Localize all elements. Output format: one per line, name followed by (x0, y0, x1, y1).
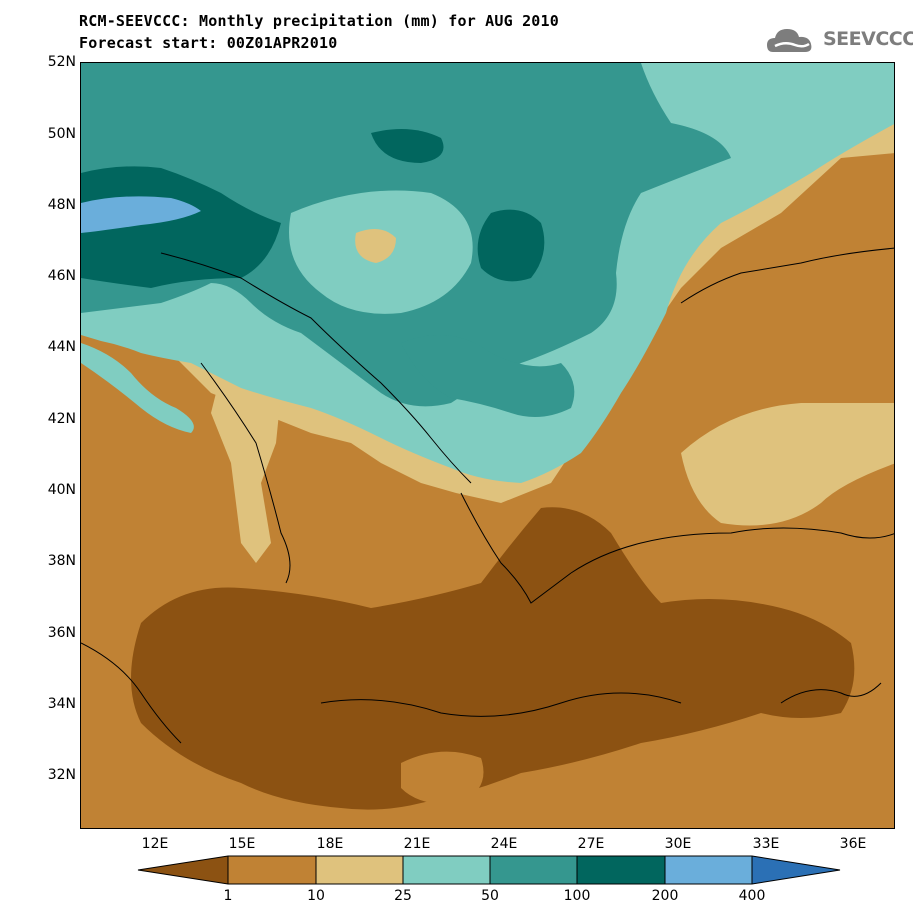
lat-label-42n: 42N (47, 411, 76, 427)
lat-label-34n: 34N (47, 696, 76, 712)
cloud-logo-icon (767, 29, 812, 52)
lon-label-24e: 24E (490, 836, 518, 852)
colorbar-tick-400: 400 (738, 888, 766, 904)
lon-label-33e: 33E (752, 836, 780, 852)
forecast-start-subtitle: Forecast start: 00Z01APR2010 (79, 34, 338, 52)
colorbar-tick-100: 100 (563, 888, 591, 904)
colorbar-tick-200: 200 (651, 888, 679, 904)
precip-zone-lt1 (131, 507, 855, 810)
precip-zone-25-50-coast (81, 343, 194, 433)
map-title: RCM-SEEVCCC: Monthly precipitation (mm) … (79, 12, 559, 30)
lat-label-38n: 38N (47, 553, 76, 569)
lat-label-40n: 40N (47, 482, 76, 498)
map-canvas (81, 63, 894, 828)
colorbar-segment-lt1 (138, 856, 228, 884)
precip-zone-100-200-carpathian (477, 209, 545, 282)
lat-label-48n: 48N (47, 197, 76, 213)
precip-zone-200-400 (81, 196, 201, 233)
lon-label-30e: 30E (664, 836, 692, 852)
colorbar-tick-50: 50 (481, 888, 499, 904)
logo-text: SEEVCCC (823, 28, 913, 50)
colorbar-tick-25: 25 (394, 888, 412, 904)
lon-label-12e: 12E (141, 836, 169, 852)
precip-zone-10-25-anatolia (681, 403, 894, 526)
precip-zone-1-10-libya (401, 751, 484, 804)
lon-label-36e: 36E (839, 836, 867, 852)
lon-label-21e: 21E (403, 836, 431, 852)
lat-label-44n: 44N (47, 339, 76, 355)
colorbar-segment-10-25 (316, 856, 403, 884)
lat-label-36n: 36N (47, 625, 76, 641)
colorbar-segment-200-400 (665, 856, 752, 884)
lat-label-32n: 32N (47, 767, 76, 783)
lat-label-50n: 50N (47, 126, 76, 142)
colorbar (137, 855, 841, 885)
colorbar-segment-50-100 (490, 856, 577, 884)
lon-label-18e: 18E (316, 836, 344, 852)
colorbar-tick-10: 10 (307, 888, 325, 904)
precip-zone-100-200-poland (371, 129, 444, 163)
precipitation-map (80, 62, 895, 829)
precip-zone-50-100-balkan (401, 335, 575, 417)
colorbar-segment-1-10 (228, 856, 316, 884)
lat-label-52n: 52N (47, 54, 76, 70)
lat-label-46n: 46N (47, 268, 76, 284)
coastlines (81, 247, 894, 744)
colorbar-segment-100-200 (577, 856, 665, 884)
colorbar-segment-25-50 (403, 856, 490, 884)
lon-label-15e: 15E (228, 836, 256, 852)
precip-zone-10-25-hungary (355, 229, 396, 263)
colorbar-segment-gt400 (752, 856, 840, 884)
colorbar-tick-1: 1 (223, 888, 233, 904)
lon-label-27e: 27E (577, 836, 605, 852)
